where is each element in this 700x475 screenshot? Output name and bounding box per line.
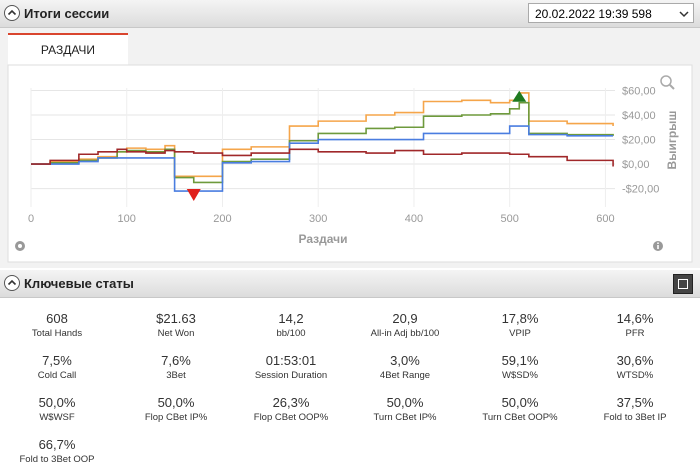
stat-label: 4Bet Range [379, 370, 431, 381]
stat: 50,0% W$WSF [0, 395, 114, 423]
stat-value: 7,5% [42, 353, 72, 368]
x-tick-label: 300 [309, 213, 327, 225]
stat-value: $21.63 [156, 311, 196, 326]
stat-label: 3Bet [166, 370, 186, 381]
stat-value: 20,9 [392, 311, 418, 326]
stat: 7,5% Cold Call [0, 353, 114, 381]
info-icon[interactable] [653, 241, 663, 251]
stat: 14,2 bb/100 [234, 311, 348, 339]
y-tick-label: $20,00 [622, 135, 656, 147]
y-tick-label: $0,00 [622, 159, 650, 171]
stat-label: PFR [625, 328, 645, 339]
stat-label: All-in Adj bb/100 [370, 328, 440, 339]
chart: Раздачи Выигрыш -$20,00 $0,00 $20,00 $40,00… [7, 64, 693, 263]
stat: 50,0% Turn CBet OOP% [463, 395, 577, 423]
stat: 30,6% WTSD% [578, 353, 692, 381]
x-tick-label: 100 [118, 213, 136, 225]
stat-value: 50,0% [38, 395, 76, 410]
stat-value: 50,0% [501, 395, 539, 410]
stat: 50,0% Turn CBet IP% [348, 395, 462, 423]
x-tick-label: 600 [596, 213, 614, 225]
stats-header: Ключевые статы [0, 270, 700, 298]
stat-label: Turn CBet IP% [373, 412, 437, 423]
x-tick-label: 500 [501, 213, 519, 225]
stat-label: Total Hands [31, 328, 83, 339]
stat-label: Flop CBet IP% [144, 412, 208, 423]
y-axis-label: Выигрыш [665, 111, 679, 170]
max-marker [512, 90, 527, 102]
stat: 01:53:01 Session Duration [234, 353, 348, 381]
stat-value: 50,0% [157, 395, 195, 410]
collapse-button[interactable] [4, 275, 20, 291]
stat-label: Session Duration [254, 370, 328, 381]
min-marker [186, 189, 201, 202]
section-title: Итоги сессии [24, 6, 110, 21]
stat-label: Flop CBet OOP% [253, 412, 329, 423]
y-tick-label: $60,00 [622, 85, 656, 97]
stat-value: 14,6% [616, 311, 654, 326]
settings-icon[interactable] [15, 241, 25, 251]
stat: 3,0% 4Bet Range [348, 353, 462, 381]
stat: 59,1% W$SD% [463, 353, 577, 381]
series-line [31, 148, 614, 167]
stat-label: W$SD% [502, 370, 538, 381]
stat-value: 26,3% [272, 395, 310, 410]
stat-label: Fold to 3Bet OOP [19, 454, 95, 465]
stat-value: 3,0% [390, 353, 420, 368]
y-tick-label: -$20,00 [622, 184, 659, 196]
x-tick-label: 0 [28, 213, 34, 225]
stat: 37,5% Fold to 3Bet IP [578, 395, 692, 423]
x-tick-label: 400 [405, 213, 423, 225]
stat: 14,6% PFR [578, 311, 692, 339]
stat-label: VPIP [509, 328, 531, 339]
stat-label: Cold Call [37, 370, 77, 381]
stat: 20,9 All-in Adj bb/100 [348, 311, 462, 339]
stat: 17,8% VPIP [463, 311, 577, 339]
stat-value: 30,6% [616, 353, 654, 368]
stat-value: 50,0% [386, 395, 424, 410]
stat: 66,7% Fold to 3Bet OOP [0, 437, 114, 465]
section-title: Ключевые статы [24, 276, 134, 291]
stat-label: W$WSF [39, 412, 75, 423]
stat-value: 17,8% [501, 311, 539, 326]
stat-label: Turn CBet OOP% [482, 412, 558, 423]
stat-value: 59,1% [501, 353, 539, 368]
stat-value: 14,2 [278, 311, 304, 326]
tab[interactable]: РАЗДАЧИ [8, 33, 128, 65]
stat-label: Net Won [157, 328, 195, 339]
stat-value: 37,5% [616, 395, 654, 410]
stat-label: bb/100 [276, 328, 306, 339]
stat: 7,6% 3Bet [119, 353, 233, 381]
stat-value: 608 [46, 311, 68, 326]
layout-button[interactable] [673, 274, 693, 294]
x-tick-label: 200 [213, 213, 231, 225]
chart-panel [7, 64, 693, 263]
zoom-icon[interactable] [660, 75, 675, 90]
stat: 608 Total Hands [0, 311, 114, 339]
stat-label: WTSD% [616, 370, 654, 381]
stat: 50,0% Flop CBet IP% [119, 395, 233, 423]
stat-value: 01:53:01 [265, 353, 317, 368]
y-tick-label: $40,00 [622, 110, 656, 122]
stat: $21.63 Net Won [119, 311, 233, 339]
collapse-button[interactable] [4, 5, 20, 21]
stat-value: 7,6% [161, 353, 191, 368]
stat: 26,3% Flop CBet OOP% [234, 395, 348, 423]
stat-label: Fold to 3Bet IP [603, 412, 667, 423]
x-axis-label: Раздачи [299, 232, 348, 246]
series-line [31, 125, 614, 192]
stat-value: 66,7% [38, 437, 76, 452]
